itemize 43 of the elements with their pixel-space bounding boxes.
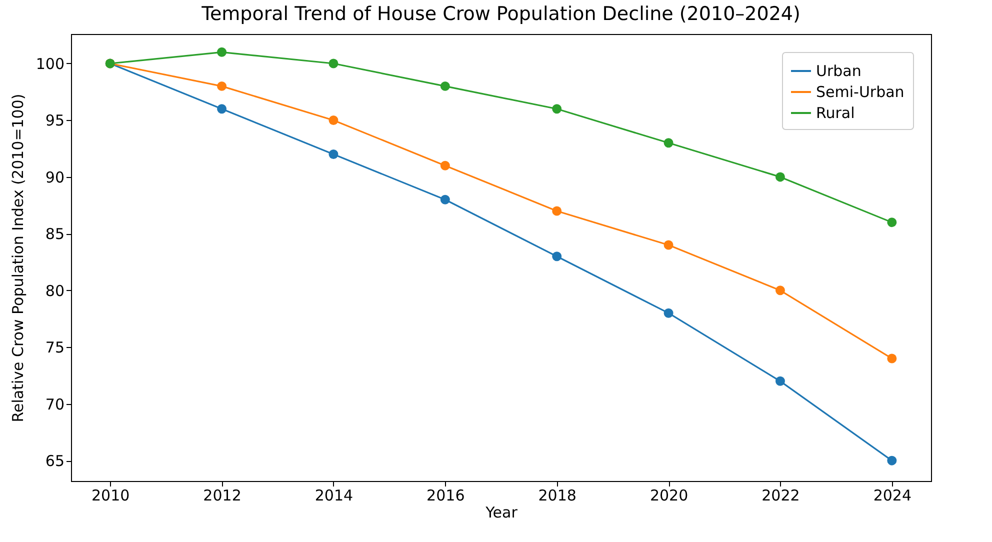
point: [217, 47, 227, 57]
y-tick-label: 75: [45, 338, 64, 357]
point: [775, 286, 785, 296]
y-axis-title: Relative Crow Population Index (2010=100): [8, 94, 27, 422]
point: [664, 308, 674, 318]
point: [217, 104, 227, 114]
point: [775, 172, 785, 182]
point: [552, 252, 562, 262]
point: [887, 354, 897, 364]
point: [328, 58, 338, 68]
x-tick-label: 2022: [762, 486, 800, 504]
point: [440, 194, 450, 204]
y-tick-label: 90: [45, 168, 64, 186]
point: [328, 115, 338, 125]
point: [887, 218, 897, 228]
x-tick-label: 2014: [314, 486, 354, 504]
legend-label: Semi-Urban: [816, 83, 904, 101]
legend-label: Rural: [816, 104, 855, 122]
x-tick-label: 2024: [873, 486, 912, 504]
point: [217, 81, 227, 91]
point: [328, 150, 338, 159]
chart-title: Temporal Trend of House Crow Population Decline (2010–2024): [200, 3, 800, 25]
point: [664, 138, 674, 148]
y-tick-label: 80: [45, 282, 64, 300]
x-tick-label: 2010: [91, 486, 130, 504]
x-tick-label: 2016: [426, 486, 465, 504]
x-tick-label: 2020: [650, 486, 688, 504]
point: [440, 160, 450, 170]
point: [664, 240, 674, 250]
y-tick-label: 100: [36, 54, 64, 73]
x-tick-label: 2012: [203, 486, 242, 504]
y-tick-label: 65: [45, 452, 64, 470]
y-tick-label: 95: [45, 112, 64, 130]
x-axis-title: Year: [484, 504, 518, 522]
y-tick-label: 70: [45, 395, 64, 414]
legend-label: Urban: [816, 62, 862, 80]
point: [440, 81, 450, 91]
point: [552, 104, 562, 114]
point: [887, 456, 897, 466]
point: [775, 376, 785, 386]
x-tick-label: 2018: [538, 486, 576, 504]
point: [552, 206, 562, 216]
y-tick-label: 85: [45, 225, 64, 244]
